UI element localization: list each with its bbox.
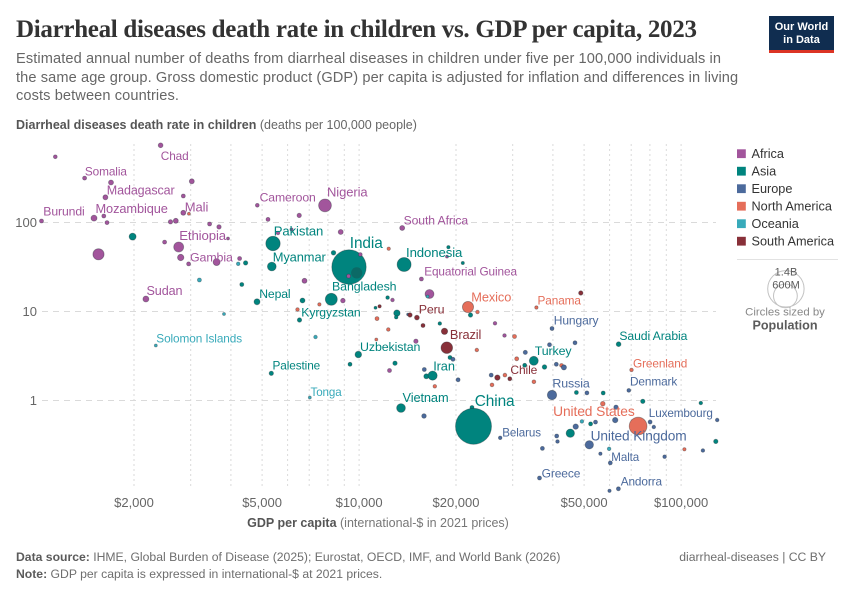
svg-text:Brazil: Brazil (450, 327, 481, 342)
svg-text:Nepal: Nepal (259, 287, 290, 301)
svg-text:10: 10 (23, 304, 37, 319)
svg-text:Mozambique: Mozambique (96, 201, 168, 216)
svg-text:Iran: Iran (433, 358, 455, 373)
svg-text:Oceania: Oceania (752, 217, 800, 231)
svg-text:$100,000: $100,000 (654, 495, 708, 510)
svg-text:United Kingdom: United Kingdom (591, 429, 687, 444)
svg-text:South America: South America (752, 235, 835, 249)
svg-text:Madagascar: Madagascar (107, 183, 175, 197)
svg-text:Mali: Mali (185, 200, 209, 215)
svg-text:Nigeria: Nigeria (327, 185, 368, 200)
svg-text:Myanmar: Myanmar (273, 250, 327, 265)
svg-text:Pakistan: Pakistan (274, 223, 323, 238)
svg-text:Europe: Europe (752, 182, 793, 196)
svg-text:GDP per capita (international-: GDP per capita (international-$ in 2021 … (247, 516, 509, 530)
svg-text:Gambia: Gambia (190, 250, 233, 264)
svg-text:Denmark: Denmark (630, 375, 677, 389)
svg-text:Sudan: Sudan (147, 284, 183, 298)
svg-text:Population: Population (752, 319, 817, 333)
svg-text:Peru: Peru (419, 302, 445, 316)
svg-text:1: 1 (30, 393, 37, 408)
svg-text:Hungary: Hungary (554, 314, 599, 328)
svg-text:Vietnam: Vietnam (403, 390, 449, 405)
svg-text:$20,000: $20,000 (433, 495, 480, 510)
svg-text:India: India (350, 235, 383, 252)
svg-text:Burundi: Burundi (43, 205, 84, 219)
svg-text:Solomon Islands: Solomon Islands (156, 332, 242, 346)
svg-text:Greece: Greece (542, 467, 581, 481)
svg-text:Asia: Asia (752, 165, 778, 179)
svg-text:$2,000: $2,000 (114, 495, 154, 510)
svg-text:1.4B: 1.4B (775, 267, 798, 279)
svg-text:$5,000: $5,000 (242, 495, 282, 510)
svg-text:Kyrgyzstan: Kyrgyzstan (301, 306, 360, 320)
svg-text:North America: North America (752, 200, 833, 214)
svg-text:Diarrheal diseases death rate: Diarrheal diseases death rate in childre… (16, 118, 417, 132)
svg-text:Ethiopia: Ethiopia (179, 228, 227, 243)
svg-text:China: China (475, 393, 515, 410)
svg-text:Chad: Chad (161, 149, 189, 163)
svg-text:South Africa: South Africa (404, 214, 469, 228)
svg-text:Turkey: Turkey (535, 344, 573, 358)
svg-text:600M: 600M (772, 280, 800, 292)
svg-text:Mexico: Mexico (471, 290, 511, 305)
svg-text:$50,000: $50,000 (561, 495, 608, 510)
svg-text:Somalia: Somalia (85, 165, 127, 179)
svg-text:Luxembourg: Luxembourg (649, 407, 713, 420)
svg-text:Tonga: Tonga (311, 386, 343, 399)
svg-text:United States: United States (553, 404, 635, 419)
svg-text:Uzbekistan: Uzbekistan (360, 340, 421, 354)
svg-text:Palestine: Palestine (273, 359, 321, 373)
svg-text:Malta: Malta (611, 451, 640, 464)
svg-text:Cameroon: Cameroon (260, 190, 316, 204)
svg-text:Circles sized by: Circles sized by (745, 307, 825, 319)
svg-text:Andorra: Andorra (621, 475, 663, 489)
svg-text:100: 100 (15, 215, 37, 230)
svg-text:Africa: Africa (752, 147, 785, 161)
svg-text:Greenland: Greenland (633, 356, 687, 370)
svg-text:Bangladesh: Bangladesh (332, 280, 397, 294)
svg-text:Chile: Chile (510, 363, 537, 377)
svg-text:$10,000: $10,000 (336, 495, 383, 510)
svg-text:Panama: Panama (538, 293, 582, 307)
svg-text:Saudi Arabia: Saudi Arabia (619, 329, 687, 343)
svg-text:Equatorial Guinea: Equatorial Guinea (424, 265, 517, 279)
svg-text:Belarus: Belarus (502, 426, 541, 439)
svg-text:Indonesia: Indonesia (406, 245, 463, 260)
svg-text:Russia: Russia (552, 377, 589, 391)
